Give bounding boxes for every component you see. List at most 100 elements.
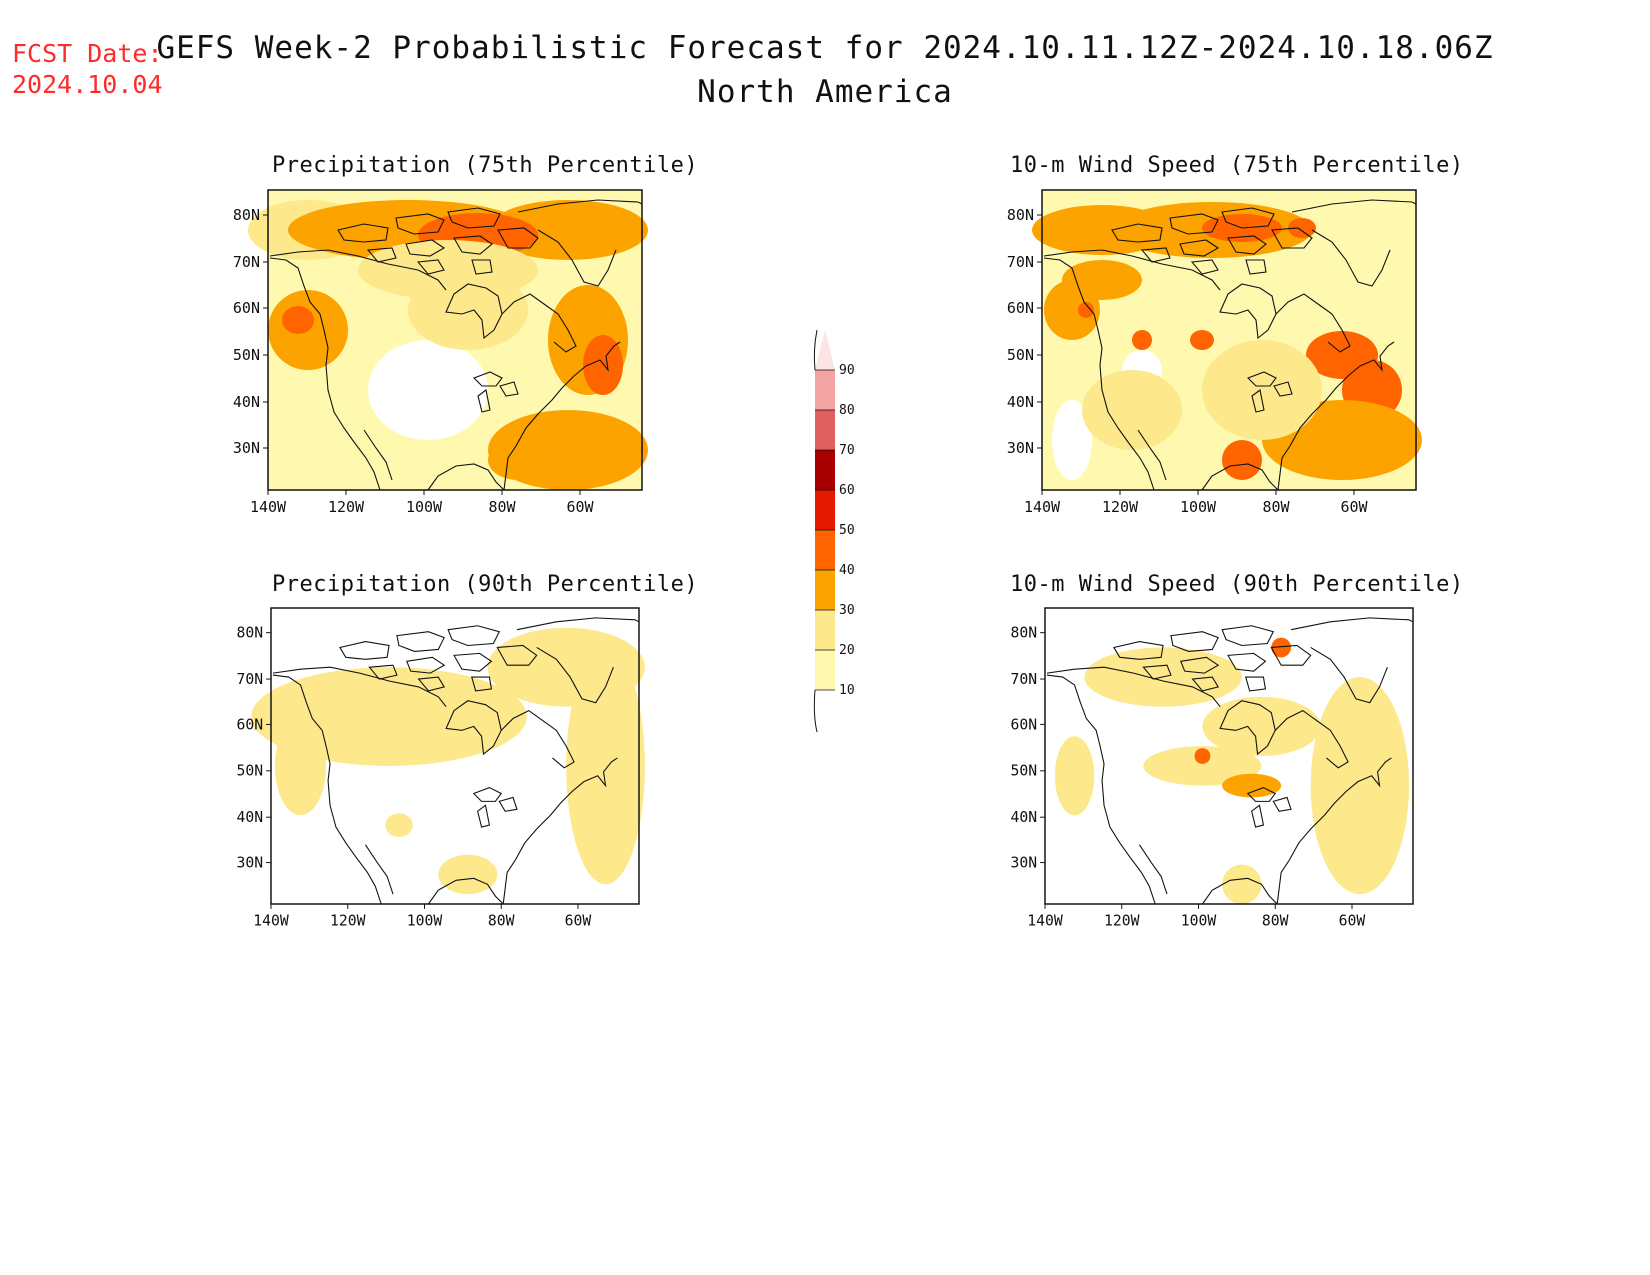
map-precip90: 140W 120W 100W 80W 60W 80N 70N 60N 50N 40N 30N — [236, 607, 645, 930]
lon-label: 100W — [407, 913, 443, 930]
colorbar-label: 30 — [839, 603, 855, 618]
lon-label: 120W — [330, 913, 366, 930]
coastlines — [272, 617, 640, 905]
colorbar-swatch — [815, 610, 835, 650]
map-precip75: 140W 120W 100W 80W 60W 80N 70N 60N 50N 40N 30N — [233, 189, 648, 516]
colorbar-swatch — [815, 570, 835, 610]
lat-label: 50N — [233, 346, 260, 364]
coastlines — [1043, 199, 1417, 491]
lat-label: 80N — [1007, 206, 1034, 224]
shaded-region — [1078, 302, 1094, 318]
shaded-region — [1222, 864, 1262, 904]
lat-label: 30N — [233, 439, 260, 457]
coastlines — [269, 199, 643, 491]
lat-label: 80N — [236, 625, 263, 642]
lat-label: 80N — [1010, 625, 1037, 642]
lat-label: 70N — [236, 671, 263, 688]
lat-label: 50N — [1007, 346, 1034, 364]
lat-label: 50N — [236, 763, 263, 780]
shaded-region — [1054, 736, 1095, 816]
lon-label: 60W — [566, 498, 594, 516]
lon-label: 120W — [1102, 498, 1139, 516]
map-wind90: 140W 120W 100W 80W 60W 80N 70N 60N 50N 40N 30N — [1010, 607, 1414, 930]
lat-label: 30N — [1007, 439, 1034, 457]
colorbar-swatch — [815, 410, 835, 450]
shaded-region — [566, 647, 645, 885]
lat-label: 40N — [1010, 809, 1037, 826]
lon-label: 60W — [1340, 498, 1368, 516]
shaded-region — [1143, 746, 1262, 786]
lon-label: 120W — [328, 498, 365, 516]
lat-label: 70N — [1010, 671, 1037, 688]
shaded-region — [1288, 218, 1316, 238]
lon-label: 100W — [1180, 498, 1217, 516]
colorbar-label: 20 — [839, 643, 855, 658]
shaded-region — [1271, 637, 1291, 658]
lat-label: 30N — [1010, 854, 1037, 871]
lat-label: 40N — [236, 809, 263, 826]
colorbar-label: 70 — [839, 443, 855, 458]
shaded-region — [438, 854, 498, 895]
shaded-region — [488, 440, 548, 480]
lon-label: 80W — [1262, 498, 1290, 516]
colorbar-label: 50 — [839, 523, 855, 538]
shaded-region — [1310, 677, 1410, 895]
shaded-region — [1202, 340, 1322, 440]
map-frame — [267, 189, 643, 491]
lon-label: 80W — [488, 913, 515, 930]
colorbar-swatch — [815, 530, 835, 570]
lon-label: 140W — [250, 498, 287, 516]
fcst-date-block: FCST Date: 2024.10.04 — [12, 38, 163, 100]
lat-label: 80N — [233, 206, 260, 224]
panel-title-wind75: 10-m Wind Speed (75th Percentile) — [1010, 153, 1464, 178]
shaded-region — [1190, 330, 1214, 350]
shaded-region — [1222, 440, 1262, 480]
shaded-region — [1132, 330, 1152, 350]
lat-label: 70N — [233, 253, 260, 271]
main-title: GEFS Week-2 Probabilistic Forecast for 2… — [156, 30, 1494, 66]
map-wind75: 140W 120W 100W 80W 60W 80N 70N 60N 50N 40N 30N — [1007, 189, 1422, 516]
map-frame — [270, 607, 640, 905]
colorbar-label: 60 — [839, 483, 855, 498]
panel-title-precip90: Precipitation (90th Percentile) — [272, 572, 699, 597]
lat-label: 50N — [1010, 763, 1037, 780]
map-frame — [1041, 189, 1417, 491]
shaded-region — [358, 240, 538, 300]
lat-label: 40N — [233, 393, 260, 411]
lon-label: 60W — [1339, 913, 1366, 930]
lat-label: 60N — [236, 716, 263, 733]
lat-label: 30N — [236, 854, 263, 871]
panel-title-wind90: 10-m Wind Speed (90th Percentile) — [1010, 572, 1464, 597]
fcst-date-value: 2024.10.04 — [12, 70, 163, 99]
shaded-region — [274, 716, 327, 816]
lat-label: 70N — [1007, 253, 1034, 271]
shaded-region — [1222, 773, 1282, 798]
map-frame — [1044, 607, 1414, 905]
lat-label: 60N — [1010, 716, 1037, 733]
shaded-region — [1062, 260, 1142, 300]
lon-label: 80W — [1262, 913, 1289, 930]
shaded-region — [385, 813, 413, 837]
panel-title-precip75: Precipitation (75th Percentile) — [272, 153, 699, 178]
lat-label: 60N — [1007, 299, 1034, 317]
fcst-date-label: FCST Date: — [12, 39, 163, 68]
lon-label: 120W — [1104, 913, 1140, 930]
colorbar-swatch — [815, 370, 835, 410]
shaded-region — [583, 335, 623, 395]
shaded-region — [1202, 696, 1321, 756]
lon-label: 80W — [488, 498, 516, 516]
lat-label: 40N — [1007, 393, 1034, 411]
colorbar-label: 40 — [839, 563, 855, 578]
lon-label: 140W — [253, 913, 289, 930]
shaded-region — [1194, 748, 1211, 764]
colorbar-label: 80 — [839, 403, 855, 418]
shaded-region — [1082, 370, 1182, 450]
lon-label: 60W — [565, 913, 592, 930]
shaded-region — [282, 306, 314, 334]
region-subtitle: North America — [697, 74, 953, 110]
colorbar: 10 20 30 40 50 60 70 80 90 — [813, 329, 855, 733]
lon-label: 140W — [1024, 498, 1061, 516]
coastlines — [1046, 617, 1414, 905]
colorbar-swatch — [815, 650, 835, 690]
colorbar-swatch — [815, 450, 835, 490]
